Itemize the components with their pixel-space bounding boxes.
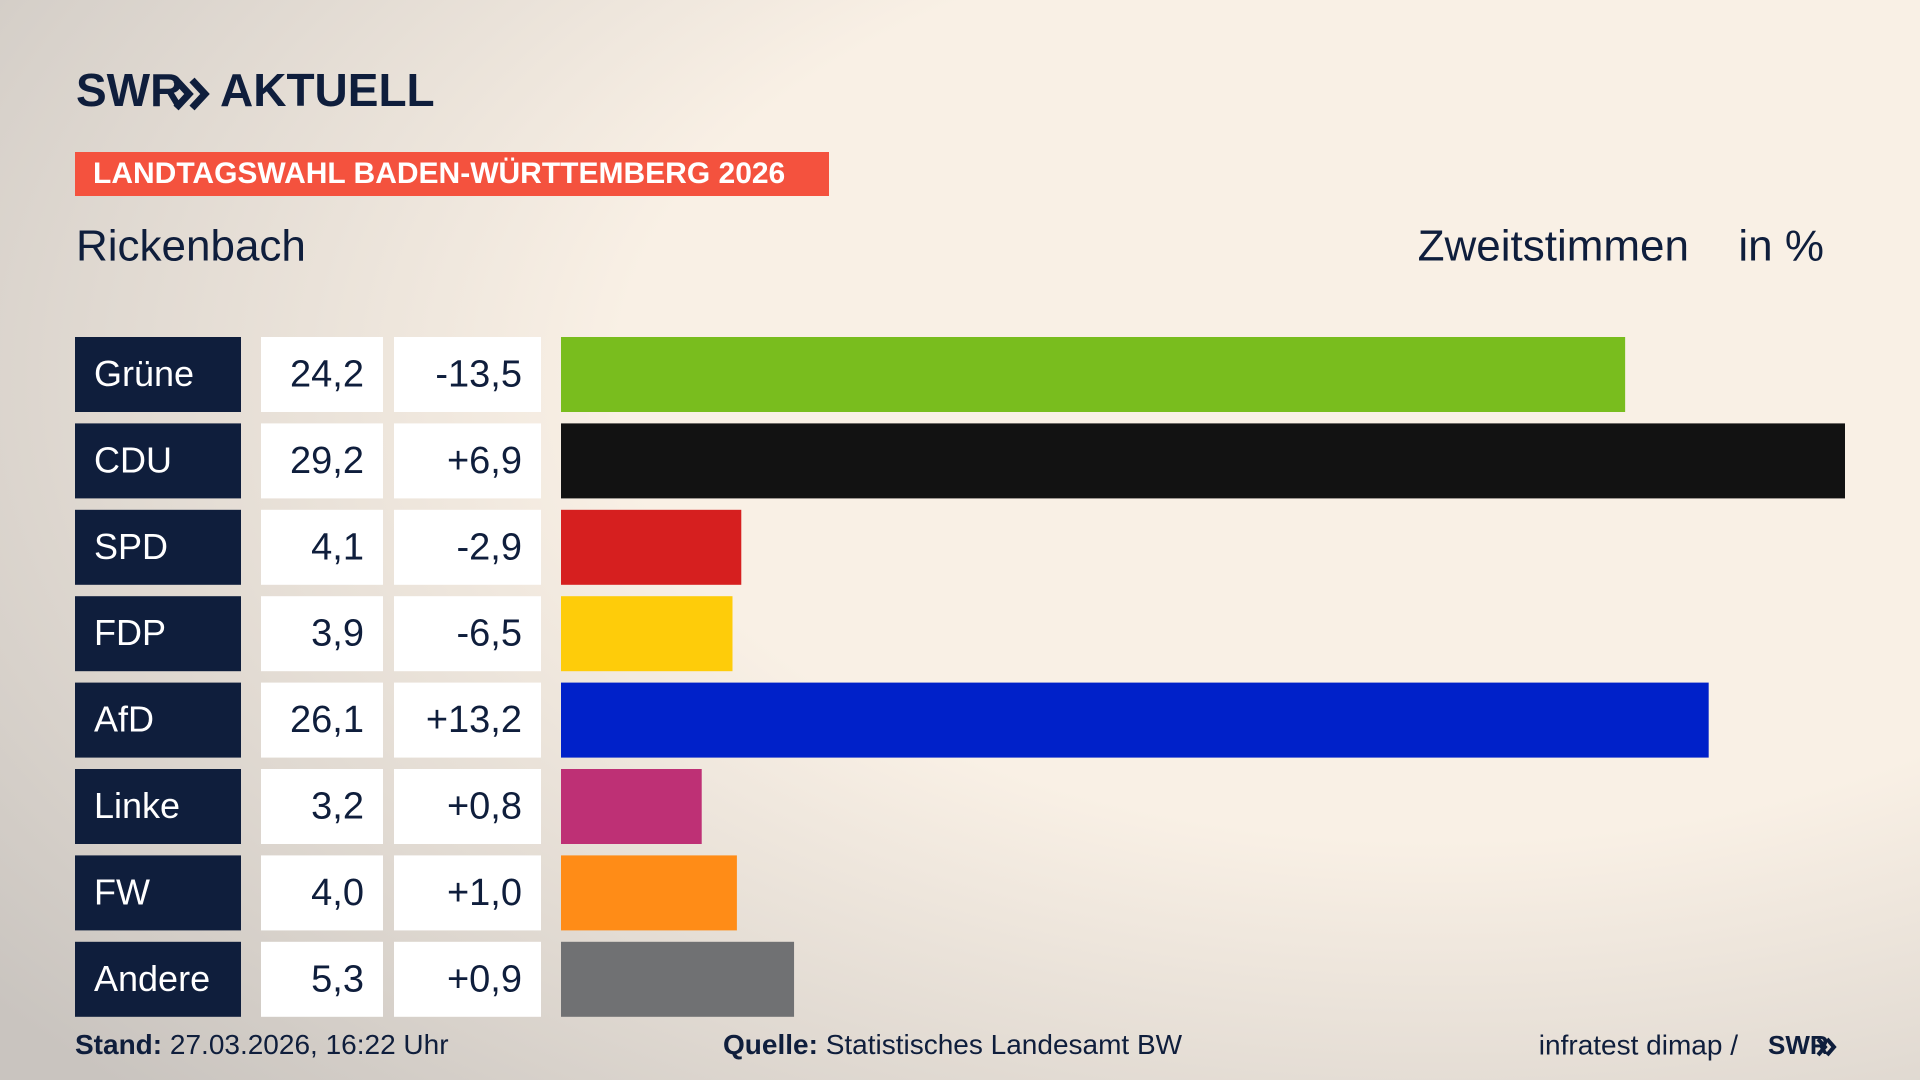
party-name: FW	[94, 871, 150, 912]
footer-source: Quelle: Statistisches Landesamt BW	[723, 1029, 1183, 1060]
value-label: 3,2	[311, 786, 364, 828]
bar	[561, 855, 737, 931]
change-label: +1,0	[447, 872, 522, 914]
change-box	[394, 941, 541, 1017]
change-label: -6,5	[457, 613, 522, 655]
value-label: 29,2	[290, 440, 364, 482]
stand: 27.03.2026, 16:22 Uhr	[170, 1029, 449, 1060]
value-box	[261, 682, 383, 758]
value-label: 4,0	[311, 872, 364, 914]
source-label: Quelle:	[723, 1029, 818, 1060]
bar	[561, 596, 733, 672]
change-box	[394, 596, 541, 672]
value-box	[261, 596, 383, 672]
value-label: 24,2	[290, 354, 364, 396]
subtitle: Zweitstimmen	[1418, 222, 1689, 271]
value-box	[261, 941, 383, 1017]
footer-stand: Stand: 27.03.2026, 16:22 Uhr	[75, 1029, 449, 1060]
party-name: CDU	[94, 439, 172, 480]
change-label: +6,9	[447, 440, 522, 482]
change-box	[394, 337, 541, 412]
change-label: -2,9	[457, 526, 522, 568]
value-label: 3,9	[311, 613, 364, 655]
value-label: 5,3	[311, 958, 364, 1000]
logo: SWR	[76, 64, 183, 116]
change-label: +13,2	[426, 699, 522, 741]
banner: LANDTAGSWAHL BADEN-WÜRTTEMBERG 2026	[93, 157, 785, 190]
unit: in %	[1738, 222, 1824, 271]
party-name: FDP	[94, 612, 166, 653]
credit: infratest dimap /	[1539, 1029, 1738, 1060]
party-box	[75, 337, 241, 412]
change-box	[394, 423, 541, 499]
value-box	[261, 855, 383, 931]
change-box	[394, 769, 541, 844]
change-label: +0,9	[447, 958, 522, 1000]
stand-label: Stand:	[75, 1029, 162, 1060]
bar	[561, 769, 702, 844]
credit-chevrons	[1816, 1037, 1837, 1057]
chart-title: Rickenbach	[76, 222, 306, 271]
banner-box	[75, 152, 829, 196]
logo-chevrons	[173, 77, 210, 111]
change-box	[394, 682, 541, 758]
change-box	[394, 855, 541, 931]
party-box	[75, 596, 241, 672]
bar	[561, 682, 1709, 758]
party-box	[75, 423, 241, 499]
party-box	[75, 682, 241, 758]
party-name: SPD	[94, 526, 168, 567]
change-label: -13,5	[435, 354, 522, 396]
party-name: AfD	[94, 699, 154, 740]
value-box	[261, 423, 383, 499]
party-box	[75, 509, 241, 585]
value-label: 4,1	[311, 526, 364, 568]
logo-suffix: AKTUELL	[220, 64, 435, 116]
party-name: Andere	[94, 958, 210, 999]
value-label: 26,1	[290, 699, 364, 741]
party-name: Linke	[94, 785, 180, 826]
change-label: +0,8	[447, 786, 522, 828]
bar	[561, 941, 795, 1017]
party-name: Grüne	[94, 353, 194, 394]
change-box	[394, 509, 541, 585]
party-box	[75, 769, 241, 844]
bar	[561, 337, 1626, 412]
bar	[561, 509, 742, 585]
bar	[561, 423, 1845, 499]
party-box	[75, 855, 241, 931]
value-box	[261, 769, 383, 844]
value-box	[261, 509, 383, 585]
value-box	[261, 337, 383, 412]
party-box	[75, 941, 241, 1017]
source: Statistisches Landesamt BW	[826, 1029, 1183, 1060]
